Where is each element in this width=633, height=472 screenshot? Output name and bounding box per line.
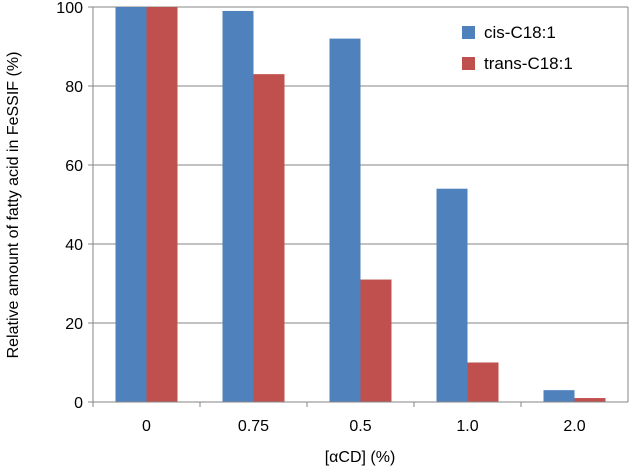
bars bbox=[115, 7, 606, 403]
legend-label: cis-C18:1 bbox=[484, 23, 556, 42]
bar-trans-C18:1-1.0 bbox=[467, 362, 499, 402]
x-tick-label: 0 bbox=[142, 418, 151, 435]
bar-cis-C18:1-0.75 bbox=[222, 10, 254, 402]
legend: cis-C18:1 trans-C18:1 bbox=[462, 23, 573, 73]
bar-trans-C18:1-0 bbox=[146, 7, 178, 402]
y-tick-label: 60 bbox=[65, 158, 83, 175]
bar-cis-C18:1-1.0 bbox=[436, 188, 468, 402]
legend-label: trans-C18:1 bbox=[484, 54, 573, 73]
x-tick-label: 2.0 bbox=[563, 418, 585, 435]
y-tick-label: 100 bbox=[56, 0, 83, 17]
y-tick-label: 0 bbox=[74, 395, 83, 412]
legend-swatch-cis-C18:1 bbox=[462, 26, 475, 39]
y-tick-labels: 0 20 40 60 80 100 bbox=[56, 0, 83, 412]
x-tick-labels: 0 0.75 0.5 1.0 2.0 bbox=[142, 418, 586, 435]
x-tick-label: 0.5 bbox=[349, 418, 371, 435]
axes bbox=[92, 7, 629, 403]
y-tick-label: 20 bbox=[65, 316, 83, 333]
legend-swatch-trans-C18:1 bbox=[462, 57, 475, 70]
bar-cis-C18:1-0.5 bbox=[329, 38, 361, 402]
bar-trans-C18:1-2.0 bbox=[574, 398, 606, 402]
bar-trans-C18:1-0.5 bbox=[360, 279, 392, 402]
x-axis-title: [αCD] (%) bbox=[325, 449, 396, 466]
x-tick-label: 0.75 bbox=[238, 418, 269, 435]
y-tick-label: 40 bbox=[65, 237, 83, 254]
y-axis-title: Relative amount of fatty acid in FeSSIF … bbox=[5, 52, 22, 359]
bar-cis-C18:1-2.0 bbox=[543, 390, 575, 402]
bar-trans-C18:1-0.75 bbox=[253, 74, 285, 403]
x-tick-label: 1.0 bbox=[456, 418, 478, 435]
bar-cis-C18:1-0 bbox=[115, 7, 147, 402]
y-tick-label: 80 bbox=[65, 79, 83, 96]
